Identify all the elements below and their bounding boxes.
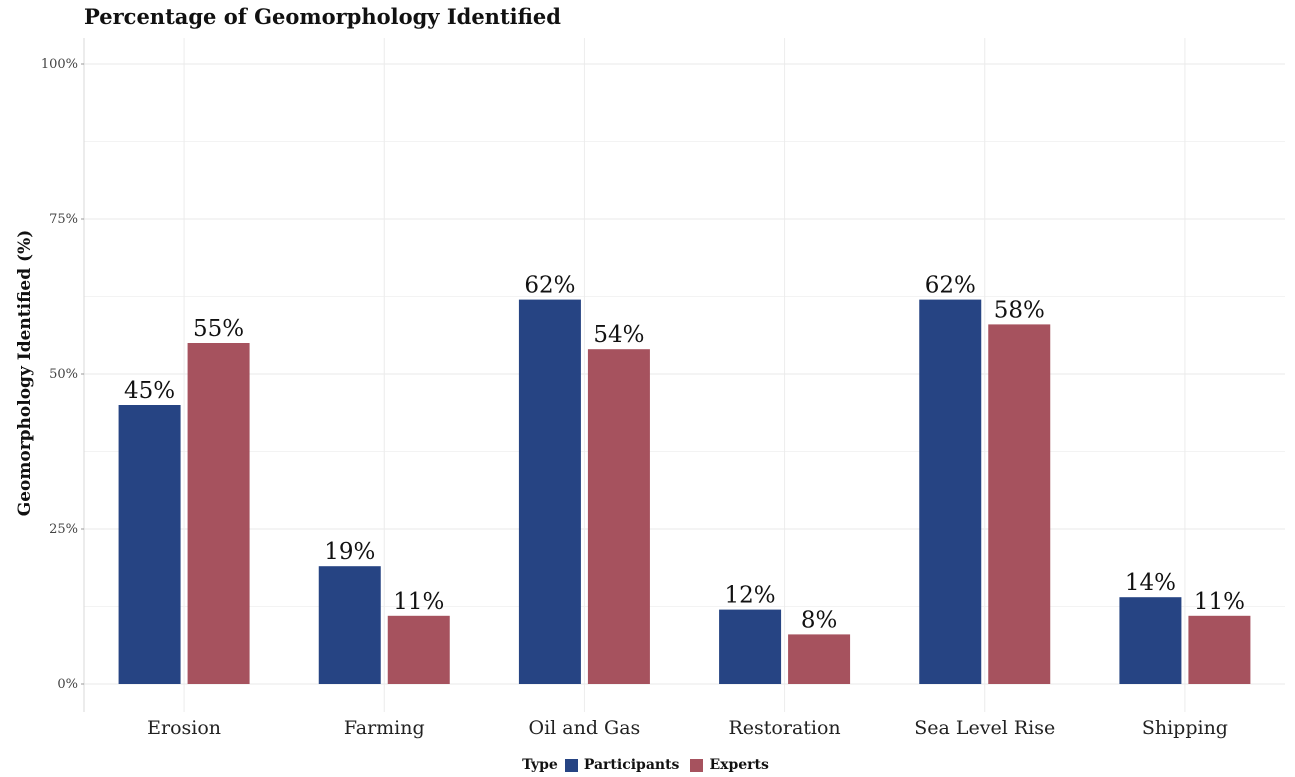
bars (118, 299, 1251, 684)
bar-participants-oil-and-gas (518, 299, 581, 684)
value-label: 12% (725, 583, 776, 609)
legend-item-experts: Experts (690, 757, 769, 773)
value-label: 14% (1125, 570, 1176, 596)
bar-experts-erosion (187, 343, 250, 684)
value-label: 8% (801, 607, 838, 633)
chart-title: Percentage of Geomorphology Identified (84, 4, 561, 29)
value-label: 55% (193, 316, 244, 342)
legend-swatch-participants (564, 758, 578, 772)
value-label: 62% (925, 273, 976, 299)
value-labels: 45% 55% 19% 11% 62% 54% 12% 8% 62% 58% 14% 11% (124, 273, 1245, 634)
legend-title: Type (522, 757, 558, 773)
value-label: 11% (393, 589, 444, 615)
x-tick-labels: Erosion Farming Oil and Gas Restoration Sea … (147, 717, 1228, 739)
y-axis-label: Geomorphology Identified (%) (15, 230, 35, 517)
bar-experts-shipping (1188, 615, 1251, 684)
legend-label-participants: Participants (583, 757, 680, 773)
legend-label-experts: Experts (709, 757, 769, 773)
value-label: 54% (593, 322, 644, 348)
value-label: 62% (524, 273, 575, 299)
y-tick-label: 0% (57, 677, 78, 692)
y-tick-label: 25% (49, 522, 78, 537)
x-tick-label: Farming (344, 717, 425, 739)
bar-experts-oil-and-gas (587, 349, 650, 684)
x-tick-label: Shipping (1142, 717, 1228, 739)
bar-participants-erosion (118, 405, 181, 684)
value-label: 11% (1194, 589, 1245, 615)
x-tick-label: Restoration (728, 717, 840, 739)
bar-experts-restoration (788, 634, 851, 684)
value-label: 19% (324, 539, 375, 565)
gridlines (84, 38, 1285, 712)
bar-experts-farming (387, 615, 450, 684)
value-label: 45% (124, 378, 175, 404)
y-tick-label: 50% (49, 367, 78, 382)
value-label: 58% (994, 297, 1045, 323)
bar-participants-sea-level-rise (919, 299, 982, 684)
legend-item-participants: Participants (564, 757, 680, 773)
legend: Type Participants Experts (0, 757, 1295, 773)
y-tick-label: 100% (41, 57, 78, 72)
bar-participants-restoration (719, 609, 782, 684)
y-tick-label: 75% (49, 212, 78, 227)
bar-participants-shipping (1119, 597, 1182, 684)
y-tick-labels: 0% 25% 50% 75% 100% (41, 57, 84, 692)
x-tick-label: Sea Level Rise (914, 717, 1055, 739)
bar-experts-sea-level-rise (988, 324, 1051, 684)
x-tick-label: Oil and Gas (529, 717, 641, 739)
x-tick-label: Erosion (147, 717, 221, 739)
bar-participants-farming (318, 566, 381, 684)
legend-swatch-experts (690, 758, 704, 772)
